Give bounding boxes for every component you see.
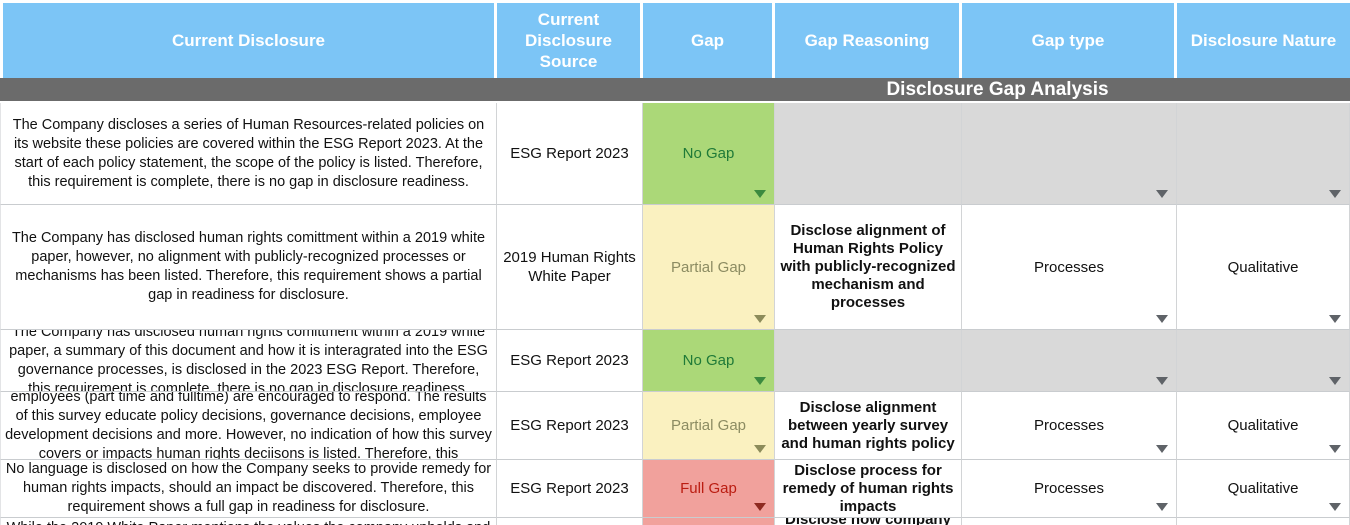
cell-gap-reasoning[interactable] bbox=[775, 103, 962, 205]
dropdown-arrow-icon[interactable] bbox=[754, 503, 766, 511]
cell-gap-status[interactable]: No Gap bbox=[643, 103, 775, 205]
column-header-current-disclosure-source: Current Disclosure Source bbox=[497, 3, 643, 78]
cell-source[interactable]: ESG Report 2023 bbox=[497, 103, 643, 205]
cell-source[interactable]: ESG Report 2023 bbox=[497, 392, 643, 460]
column-header-gap-reasoning: Gap Reasoning bbox=[775, 3, 962, 78]
column-header-disclosure-nature: Disclosure Nature bbox=[1177, 3, 1350, 78]
table-row: The Company has disclosed human rights c… bbox=[0, 205, 1350, 330]
column-header-current-disclosure: Current Disclosure bbox=[0, 3, 497, 78]
dropdown-arrow-icon[interactable] bbox=[1329, 503, 1341, 511]
cell-current-disclosure[interactable]: The Company has disclosed human rights c… bbox=[0, 330, 497, 392]
dropdown-arrow-icon[interactable] bbox=[754, 315, 766, 323]
cell-current-disclosure[interactable]: No language is disclosed on how the Comp… bbox=[0, 460, 497, 518]
table-row: No language is disclosed on how the Comp… bbox=[0, 460, 1350, 518]
dropdown-arrow-icon[interactable] bbox=[1329, 445, 1341, 453]
section-band: Disclosure Gap Analysis bbox=[0, 78, 1350, 103]
cell-current-disclosure[interactable]: The Company discloses a yearly employee … bbox=[0, 392, 497, 460]
cell-gap-status[interactable]: Partial Gap bbox=[643, 392, 775, 460]
cell-source[interactable]: ESG Report 2023 bbox=[497, 460, 643, 518]
column-header-gap: Gap bbox=[643, 3, 775, 78]
dropdown-arrow-icon[interactable] bbox=[1156, 377, 1168, 385]
cell-gap-type[interactable] bbox=[962, 518, 1177, 525]
cell-disclosure-nature[interactable] bbox=[1177, 330, 1350, 392]
dropdown-arrow-icon[interactable] bbox=[1156, 315, 1168, 323]
dropdown-arrow-icon[interactable] bbox=[1329, 315, 1341, 323]
cell-gap-status[interactable]: Full Gap bbox=[643, 460, 775, 518]
dropdown-arrow-icon[interactable] bbox=[1156, 503, 1168, 511]
cell-disclosure-nature[interactable] bbox=[1177, 103, 1350, 205]
cell-disclosure-nature[interactable] bbox=[1177, 518, 1350, 525]
table-row: The Company discloses a yearly employee … bbox=[0, 392, 1350, 460]
cell-gap-type[interactable]: Processes bbox=[962, 460, 1177, 518]
dropdown-arrow-icon[interactable] bbox=[1156, 445, 1168, 453]
table-row: The Company has disclosed human rights c… bbox=[0, 330, 1350, 392]
cell-gap-status[interactable]: Partial Gap bbox=[643, 205, 775, 330]
column-header-gap-type: Gap type bbox=[962, 3, 1177, 78]
dropdown-arrow-icon[interactable] bbox=[1329, 377, 1341, 385]
cell-gap-type[interactable] bbox=[962, 103, 1177, 205]
cell-source[interactable]: ESG Report 2023 bbox=[497, 330, 643, 392]
table-header-row: Current Disclosure Current Disclosure So… bbox=[0, 3, 1350, 78]
section-title: Disclosure Gap Analysis bbox=[886, 79, 1109, 100]
cell-gap-reasoning[interactable]: Disclose how company values connect to h… bbox=[775, 518, 962, 525]
cell-gap-type[interactable]: Processes bbox=[962, 205, 1177, 330]
cell-current-disclosure[interactable]: While the 2019 White Paper mentions the … bbox=[0, 518, 497, 525]
cell-current-disclosure[interactable]: The Company has disclosed human rights c… bbox=[0, 205, 497, 330]
cell-source[interactable]: 2019 Human Rights White Paper bbox=[497, 205, 643, 330]
cell-disclosure-nature[interactable]: Qualitative bbox=[1177, 392, 1350, 460]
dropdown-arrow-icon[interactable] bbox=[754, 190, 766, 198]
cell-gap-reasoning[interactable]: Disclose alignment between yearly survey… bbox=[775, 392, 962, 460]
cell-gap-status[interactable]: No Gap bbox=[643, 330, 775, 392]
table-row: While the 2019 White Paper mentions the … bbox=[0, 518, 1350, 525]
cell-gap-reasoning[interactable]: Disclose process for remedy of human rig… bbox=[775, 460, 962, 518]
dropdown-arrow-icon[interactable] bbox=[754, 377, 766, 385]
table-row: The Company discloses a series of Human … bbox=[0, 103, 1350, 205]
dropdown-arrow-icon[interactable] bbox=[754, 445, 766, 453]
cell-gap-reasoning[interactable] bbox=[775, 330, 962, 392]
cell-gap-type[interactable]: Processes bbox=[962, 392, 1177, 460]
cell-gap-reasoning[interactable]: Disclose alignment of Human Rights Polic… bbox=[775, 205, 962, 330]
cell-gap-type[interactable] bbox=[962, 330, 1177, 392]
dropdown-arrow-icon[interactable] bbox=[1156, 190, 1168, 198]
cell-current-disclosure[interactable]: The Company discloses a series of Human … bbox=[0, 103, 497, 205]
dropdown-arrow-icon[interactable] bbox=[1329, 190, 1341, 198]
cell-disclosure-nature[interactable]: Qualitative bbox=[1177, 460, 1350, 518]
cell-disclosure-nature[interactable]: Qualitative bbox=[1177, 205, 1350, 330]
cell-gap-status[interactable]: Full Gap bbox=[643, 518, 775, 525]
cell-source[interactable] bbox=[497, 518, 643, 525]
